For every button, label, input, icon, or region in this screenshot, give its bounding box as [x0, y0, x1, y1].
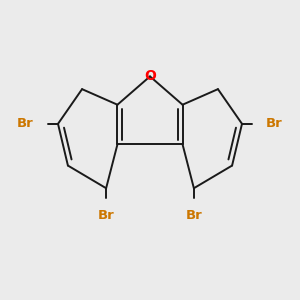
Text: Br: Br: [17, 117, 34, 130]
Text: O: O: [144, 69, 156, 83]
Text: Br: Br: [266, 117, 283, 130]
Text: Br: Br: [185, 209, 202, 222]
Text: Br: Br: [98, 209, 115, 222]
